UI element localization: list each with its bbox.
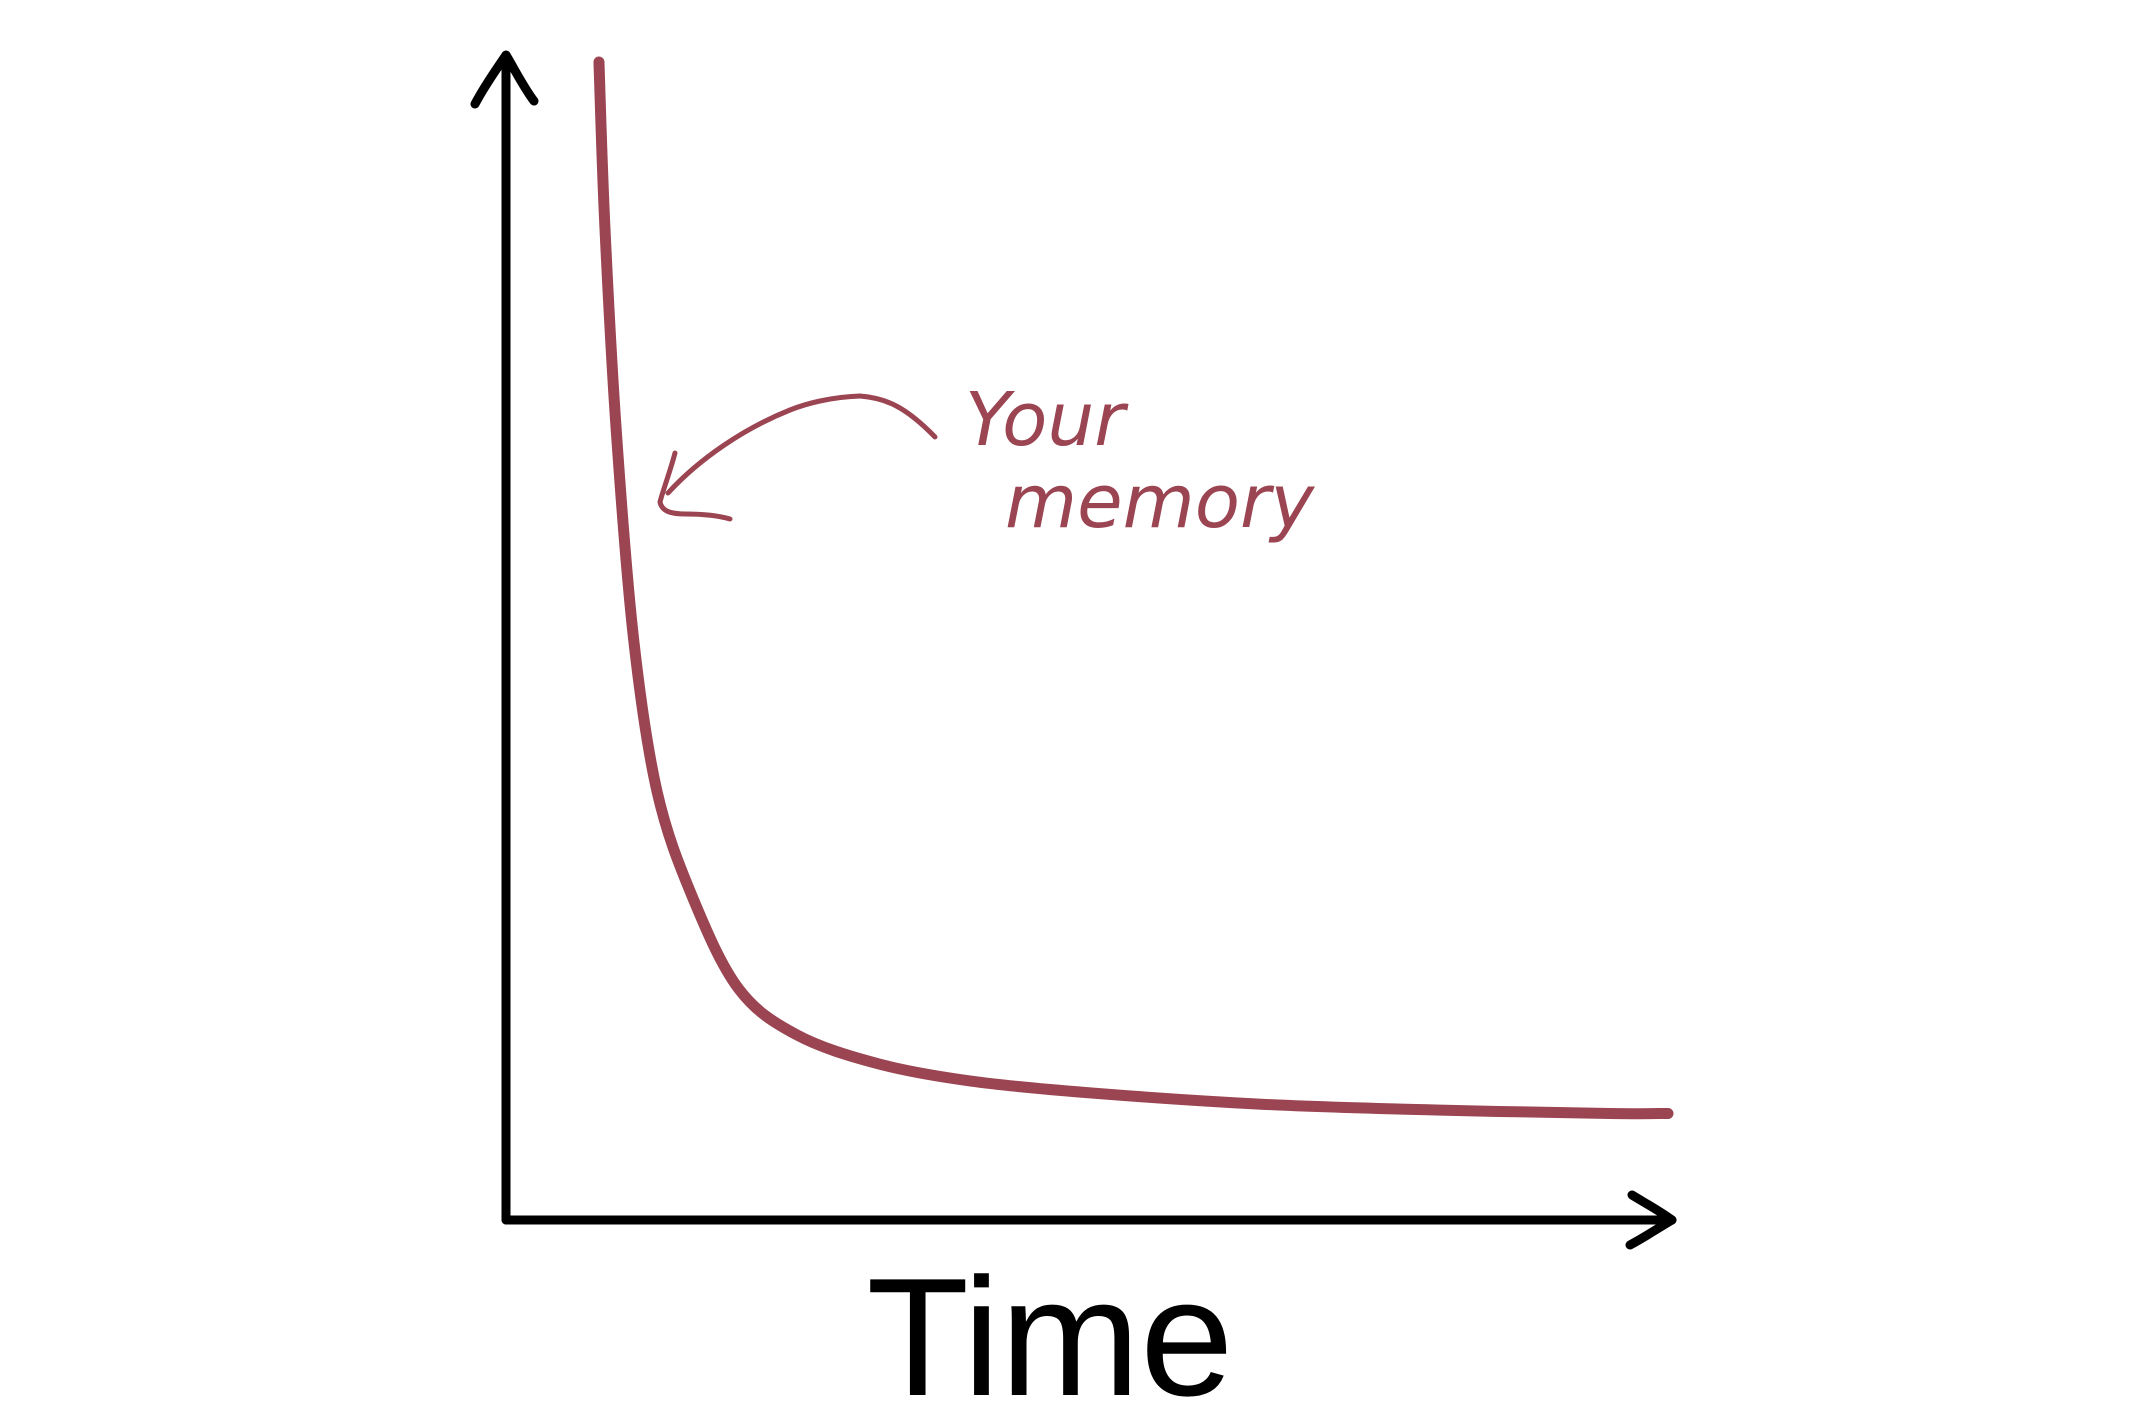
annotation-arrowhead — [657, 450, 733, 522]
x-axis-arrowhead — [1625, 1190, 1677, 1250]
series-points — [594, 57, 1673, 1118]
annotation-label: Your memory — [965, 377, 1315, 545]
memory-curve — [593, 56, 1674, 1120]
annotation-arrow — [665, 393, 938, 496]
x-axis-label: Time — [866, 1243, 1233, 1415]
y-axis-arrowhead — [470, 50, 539, 109]
